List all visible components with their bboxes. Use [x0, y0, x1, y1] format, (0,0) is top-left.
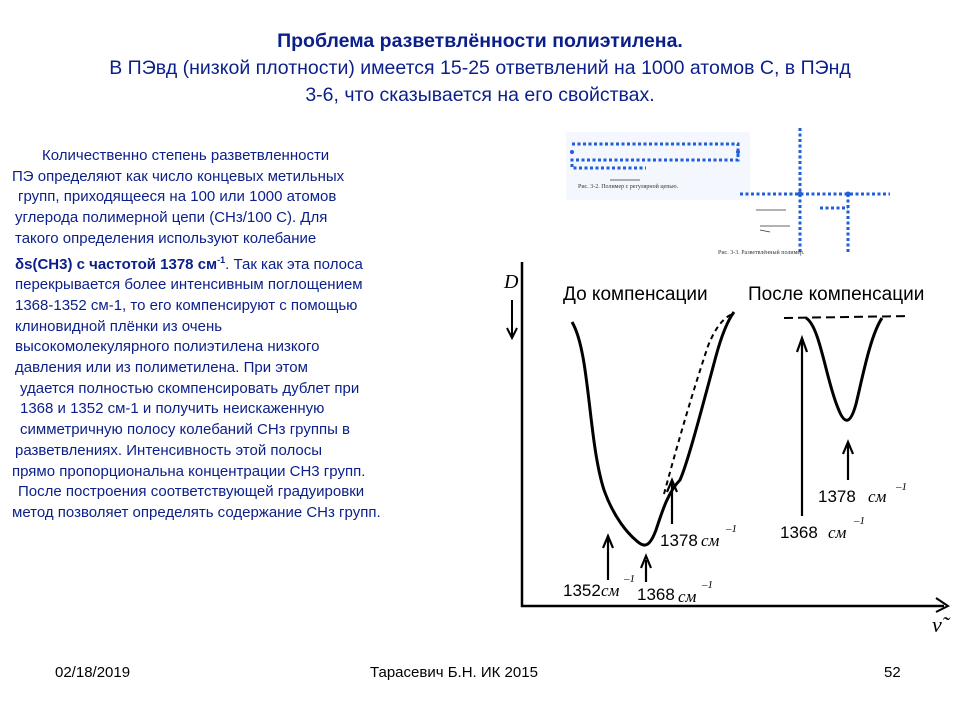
- label-1378: 1378: [660, 531, 698, 550]
- body-line: метод позволяет определять содержание СН…: [12, 503, 381, 521]
- label-1368-right: 1368: [780, 523, 818, 542]
- exp-1378: –1: [725, 523, 737, 535]
- before-dashed-baseline: [663, 313, 733, 495]
- label-1368: 1368: [637, 585, 675, 604]
- title-line-2: В ПЭвд (низкой плотности) имеется 15-25 …: [109, 57, 851, 79]
- x-axis-arrow: [935, 597, 950, 613]
- body-line: удается полностью скомпенсировать дублет…: [20, 379, 360, 397]
- branched-chain: [740, 128, 890, 252]
- unit-1352: см: [601, 581, 620, 600]
- body-line: Количественно степень разветвленности: [42, 147, 330, 164]
- before-spectrum-curve: [570, 311, 736, 547]
- exp-1368-right: –1: [853, 515, 865, 527]
- chain-nodes: [570, 150, 851, 197]
- body-line: клиновидной плёнки из очень: [15, 317, 223, 335]
- body-line: ПЭ определяют как число концевых метильн…: [12, 167, 345, 185]
- body-line: После построения соответствующей градуир…: [18, 483, 365, 501]
- slide-title: Проблема разветвлённости полиэтилена. В …: [0, 28, 960, 109]
- peak-arrows: [601, 334, 855, 582]
- delta-symbol: δ: [15, 255, 25, 273]
- x-axis-label: ν̃: [932, 612, 951, 637]
- body-line: 1368 и 1352 см-1 и получить неискаженную: [20, 400, 325, 418]
- after-bold-text: . Так как эта полоса: [225, 255, 363, 273]
- axes: [520, 262, 944, 608]
- body-line: такого определения используют колебание: [15, 229, 317, 247]
- exp-1368: –1: [701, 579, 713, 591]
- body-line: разветвлениях. Интенсивность этой полосы: [15, 441, 323, 459]
- body-line: симметричную полосу колебаний СНз группы…: [20, 421, 351, 439]
- body-line: перекрывается более интенсивным поглощен…: [15, 276, 363, 294]
- body-text: Количественно степень разветвленности ПЭ…: [12, 146, 482, 524]
- body-line: 1368-1352 см-1, то его компенсируют с по…: [15, 296, 358, 314]
- before-compensation-label: До компенсации: [563, 284, 708, 305]
- body-line: групп, приходящееся на 100 или 1000 атом…: [18, 188, 337, 206]
- body-line-bold: δs(СН3) с частотой 1378 см-1. Так как эт…: [12, 250, 482, 276]
- exp-1378-right: –1: [895, 481, 907, 493]
- body-line: углерода полимерной цепи (СНз/100 С). Дл…: [15, 209, 328, 227]
- unit-1368: см: [678, 587, 697, 606]
- superscript: -1: [217, 254, 226, 265]
- after-peak-labels: 1378 см –1 1368 см –1: [780, 481, 907, 542]
- footer-author: Тарасевич Б.Н. ИК 2015: [370, 664, 538, 681]
- footer-date: 02/18/2019: [55, 664, 131, 681]
- body-line: давления или из полиметилена. При этом: [15, 359, 308, 377]
- after-spectrum-curve: [805, 316, 884, 422]
- after-baseline-dashed: [783, 315, 911, 319]
- after-compensation-label: После компенсации: [748, 284, 924, 305]
- exp-1352: –1: [623, 573, 635, 585]
- label-1378-right: 1378: [818, 487, 856, 506]
- unit-1378: см: [701, 531, 720, 550]
- unit-1378-right: см: [868, 487, 887, 506]
- title-line-1: Проблема разветвлённости полиэтилена.: [277, 30, 683, 52]
- before-peak-labels: 1352 см –1 1368 см –1 1378 см –1: [563, 523, 737, 606]
- body-line: прямо пропорциональна концентрации СН3 г…: [12, 462, 366, 480]
- chain-annotations: [610, 179, 790, 233]
- y-axis-label: D: [503, 271, 519, 293]
- y-arrow-head: [506, 327, 518, 341]
- body-line: высокомолекулярного полиэтилена низкого: [15, 338, 320, 356]
- unit-1368-right: см: [828, 523, 847, 542]
- footer-page-number: 52: [884, 664, 901, 681]
- title-line-3: 3-6, что сказывается на его свойствах.: [305, 84, 655, 106]
- label-1352: 1352: [563, 581, 601, 600]
- caption-regular: Рис. 3-2. Полимер с регулярной цепью.: [578, 183, 679, 190]
- caption-branched: Рис. 3-3. Разветвлённый полимер.: [718, 249, 805, 256]
- bold-text: s(СН3) с частотой 1378 см: [24, 255, 218, 273]
- regular-chain: [570, 142, 740, 170]
